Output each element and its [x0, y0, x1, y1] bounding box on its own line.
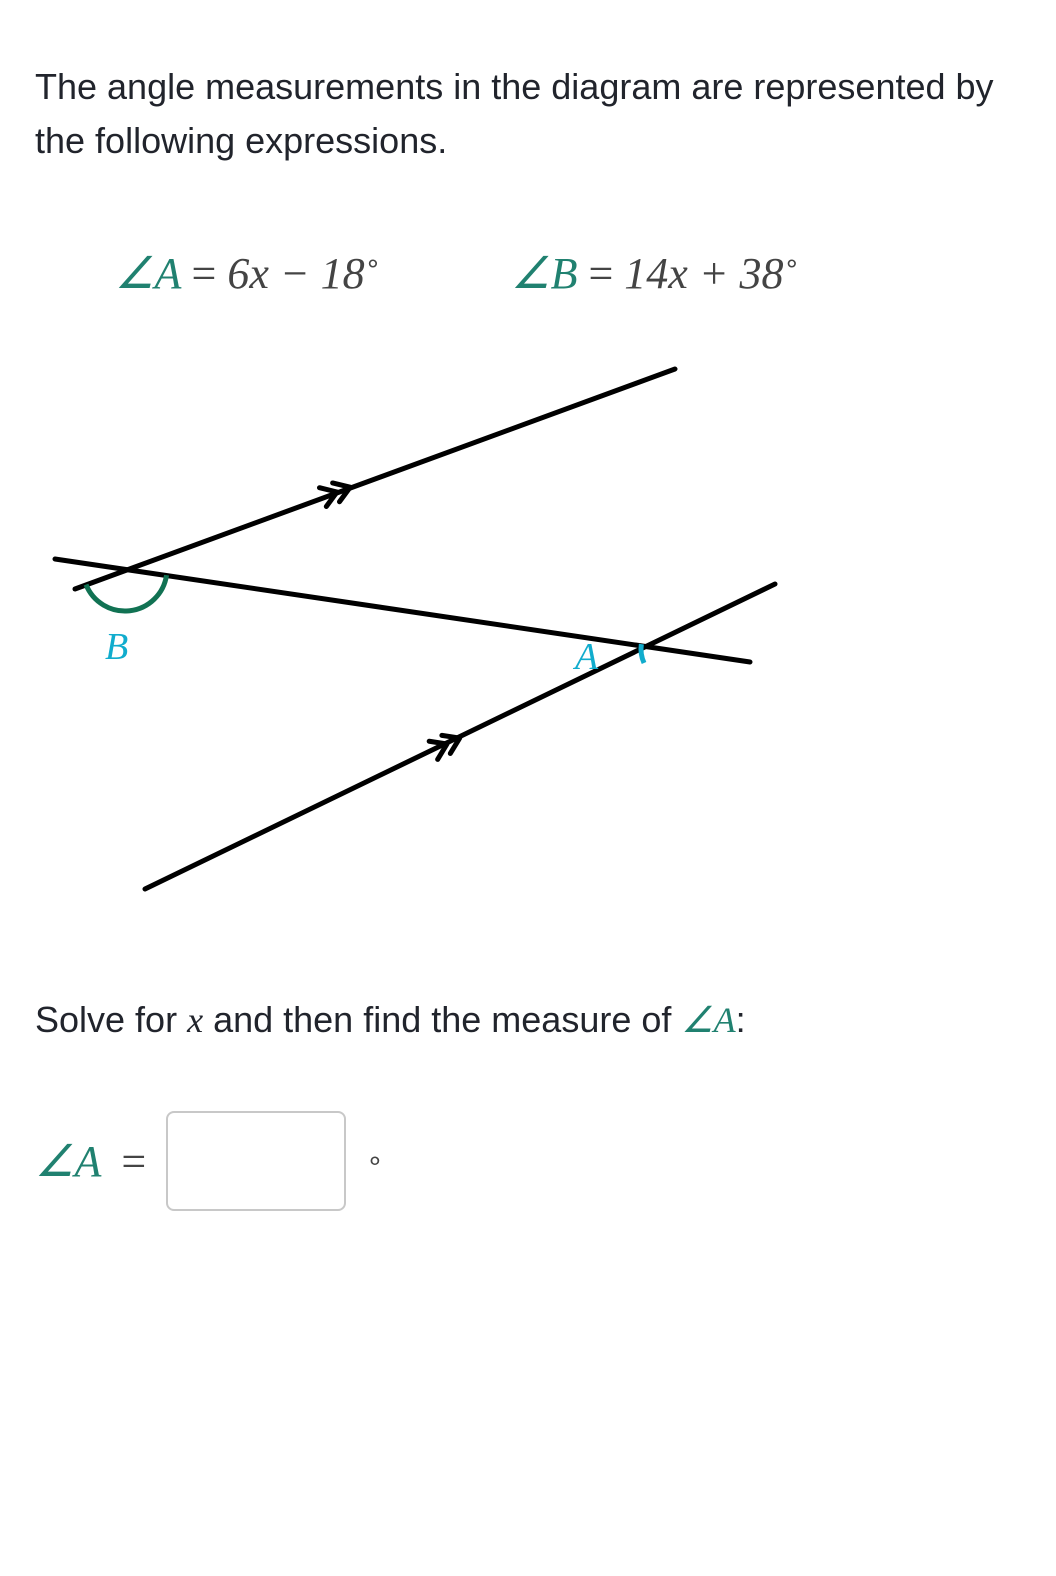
degree-A: ∘: [365, 248, 382, 278]
answer-equals: =: [121, 1136, 146, 1187]
degree-B: ∘: [784, 248, 801, 278]
angle-A-label: ∠A: [115, 249, 181, 298]
coef-B: 14: [624, 249, 668, 298]
const-B: + 38: [688, 249, 784, 298]
const-A: − 18: [269, 249, 365, 298]
expressions-row: ∠A = 6x − 18∘ ∠B = 14x + 38∘: [35, 248, 1021, 299]
problem-intro: The angle measurements in the diagram ar…: [35, 60, 1021, 168]
angle-B-label: ∠B: [511, 249, 577, 298]
question-text: Solve for x and then find the measure of…: [35, 999, 1021, 1041]
expression-A: ∠A = 6x − 18∘: [115, 248, 381, 299]
equals-sign: =: [588, 249, 624, 298]
svg-text:A: A: [572, 636, 599, 678]
svg-text:B: B: [105, 626, 128, 668]
answer-angle-label: ∠A: [35, 1136, 101, 1187]
question-prefix: Solve for: [35, 999, 187, 1040]
var-x-A: x: [249, 249, 269, 298]
coef-A: 6: [227, 249, 249, 298]
answer-row: ∠A = ∘: [35, 1111, 1021, 1211]
question-var: x: [187, 1000, 203, 1040]
var-x-B: x: [668, 249, 688, 298]
question-angle: ∠A: [681, 1000, 735, 1040]
geometry-diagram: BA: [35, 359, 1021, 919]
expression-B: ∠B = 14x + 38∘: [511, 248, 800, 299]
equals-sign: =: [192, 249, 228, 298]
answer-input[interactable]: [166, 1111, 346, 1211]
question-mid: and then find the measure of: [203, 999, 681, 1040]
question-suffix: :: [736, 999, 746, 1040]
answer-degree: ∘: [366, 1144, 384, 1178]
